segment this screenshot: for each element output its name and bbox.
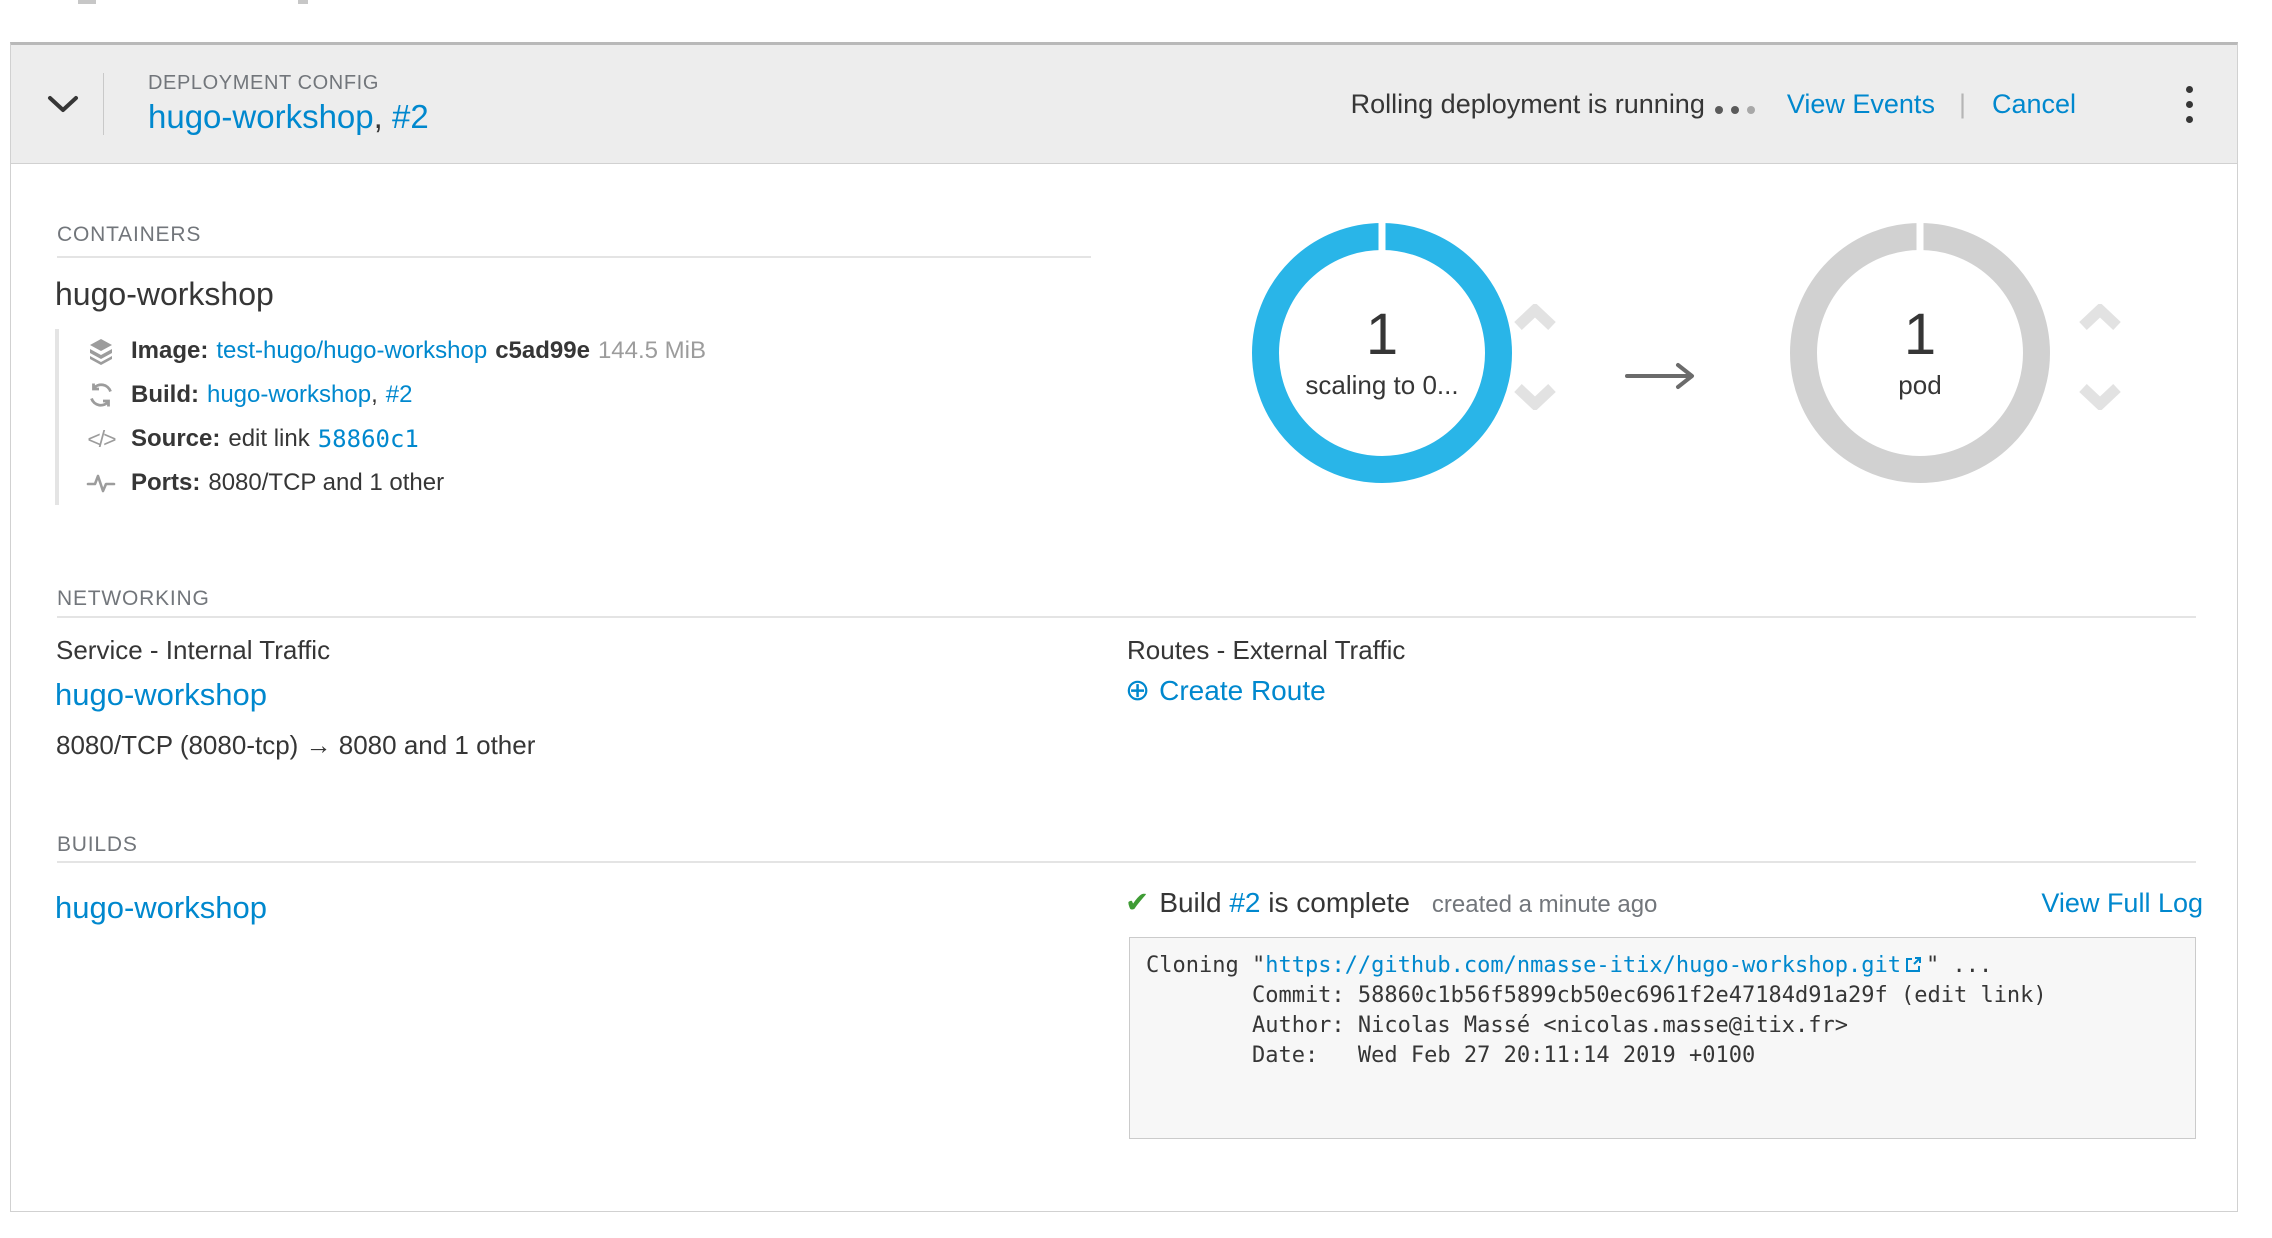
build-log-snippet: Cloning "https://github.com/nmasse-itix/…	[1129, 937, 2196, 1139]
cancel-deployment-link[interactable]: Cancel	[1991, 88, 2076, 119]
chevron-down-icon	[48, 96, 78, 112]
scale-controls-right	[2077, 304, 2123, 410]
build-config-name-link[interactable]: hugo-workshop	[55, 890, 267, 925]
build-separator: ,	[371, 381, 378, 408]
deployment-version-link[interactable]: #2	[391, 98, 429, 135]
image-size: 144.5 MiB	[597, 337, 707, 364]
image-sha: c5ad99e	[495, 337, 590, 364]
containers-section-label: CONTAINERS	[57, 223, 202, 246]
scaling-pods-donut: 1 scaling to 0...	[1252, 223, 1512, 483]
build-number-link[interactable]: #2	[385, 381, 413, 408]
service-ports-text: 8080/TCP (8080-tcp) → 8080 and 1 other	[56, 730, 536, 760]
build-status-number-link[interactable]: #2	[1229, 887, 1261, 918]
build-status-prefix: Build	[1159, 887, 1222, 918]
source-text: edit link	[228, 425, 310, 452]
plus-circle-icon: ⊕	[1125, 674, 1151, 707]
title-block: DEPLOYMENT CONFIG hugo-workshop, #2	[148, 72, 429, 136]
current-pod-label: pod	[1898, 369, 1942, 400]
container-image-row: Image: test-hugo/hugo-workshop c5ad99e 1…	[83, 329, 714, 373]
current-pod-count: 1	[1903, 302, 1937, 368]
build-config-link[interactable]: hugo-workshop	[206, 381, 372, 408]
running-ellipsis-icon	[1714, 106, 1755, 114]
view-full-log-link[interactable]: View Full Log	[2041, 888, 2203, 918]
page-top-artifact	[78, 0, 96, 4]
builds-section-label: BUILDS	[57, 833, 138, 856]
clone-url-link[interactable]: https://github.com/nmasse-itix/hugo-work…	[1265, 953, 1901, 978]
build-label: Build:	[131, 381, 199, 408]
deployment-status-text: Rolling deployment is running	[1350, 88, 1705, 119]
sync-icon	[83, 382, 119, 408]
container-detail-rows: Image: test-hugo/hugo-workshop c5ad99e 1…	[55, 329, 714, 505]
scale-controls-left	[1512, 304, 1558, 410]
log-date-line: Date: Wed Feb 27 20:11:14 2019 +0100	[1146, 1043, 1756, 1068]
log-clone-prefix: Cloning "	[1146, 953, 1266, 978]
builds-section-divider	[57, 861, 2196, 863]
log-author-line: Author: Nicolas Massé <nicolas.masse@iti…	[1146, 1013, 1848, 1038]
links-separator: |	[1958, 88, 1966, 119]
deployment-config-card: DEPLOYMENT CONFIG hugo-workshop, #2 Roll…	[10, 42, 2238, 1212]
log-commit-line: Commit: 58860c1b56f5899cb50ec6961f2e4718…	[1146, 983, 2047, 1008]
ports-label: Ports:	[131, 469, 201, 496]
container-build-row: Build: hugo-workshop , #2	[83, 373, 714, 417]
pulse-icon	[83, 471, 119, 495]
title-separator: ,	[373, 98, 383, 135]
ports-text: 8080/TCP and 1 other	[208, 469, 445, 496]
image-stream-link[interactable]: test-hugo/hugo-workshop	[216, 337, 488, 364]
image-layers-icon	[83, 337, 119, 365]
check-icon: ✔	[1125, 887, 1150, 919]
containers-section-divider	[57, 256, 1091, 258]
collapse-toggle-button[interactable]	[47, 95, 89, 113]
code-icon: </>	[87, 425, 116, 452]
networking-section-divider	[57, 616, 2196, 618]
create-route-link[interactable]: ⊕ Create Route	[1125, 675, 1326, 707]
build-created-timestamp: created a minute ago	[1431, 891, 1658, 918]
donut-notch	[1916, 223, 1924, 251]
source-label: Source:	[131, 425, 221, 452]
page-top-artifact	[298, 0, 308, 4]
donut-notch	[1378, 223, 1386, 251]
current-pods-donut: 1 pod	[1790, 223, 2050, 483]
container-ports-row: Ports: 8080/TCP and 1 other	[83, 461, 714, 505]
service-title: Service - Internal Traffic	[56, 635, 331, 665]
routes-title: Routes - External Traffic	[1127, 635, 1406, 665]
arrow-right-icon	[1625, 363, 1694, 389]
build-status-row: ✔ Build #2 is complete created a minute ag…	[1125, 885, 2203, 920]
header-divider	[103, 73, 104, 135]
header-actions: Rolling deployment is running View Event…	[1351, 80, 2199, 129]
resource-kind-label: DEPLOYMENT CONFIG	[148, 72, 379, 94]
caret-up-icon[interactable]	[2077, 304, 2123, 332]
deployment-config-name-link[interactable]: hugo-workshop	[148, 98, 374, 135]
image-label: Image:	[131, 337, 209, 364]
external-link-icon	[1905, 957, 1921, 972]
service-link[interactable]: hugo-workshop	[55, 677, 267, 712]
kebab-menu-button[interactable]	[2180, 80, 2199, 129]
caret-down-icon[interactable]	[1512, 382, 1558, 410]
container-source-row: </> Source: edit link 58860c1	[83, 417, 714, 461]
container-name: hugo-workshop	[55, 276, 274, 312]
view-events-link[interactable]: View Events	[1786, 88, 1935, 119]
card-header: DEPLOYMENT CONFIG hugo-workshop, #2 Roll…	[11, 45, 2237, 164]
log-clone-suffix: " ...	[1925, 953, 1993, 978]
page-title: hugo-workshop, #2	[148, 98, 429, 136]
create-route-label: Create Route	[1159, 675, 1326, 706]
networking-section-label: NETWORKING	[57, 587, 210, 610]
source-commit-link[interactable]: 58860c1	[317, 425, 419, 453]
card-body: CONTAINERS hugo-workshop Image: test-hug…	[11, 164, 2237, 1210]
scaling-pod-label: scaling to 0...	[1305, 369, 1459, 400]
caret-up-icon[interactable]	[1512, 304, 1558, 332]
caret-down-icon[interactable]	[2077, 382, 2123, 410]
build-status-suffix: is complete	[1268, 887, 1410, 918]
scaling-pod-count: 1	[1365, 302, 1399, 368]
